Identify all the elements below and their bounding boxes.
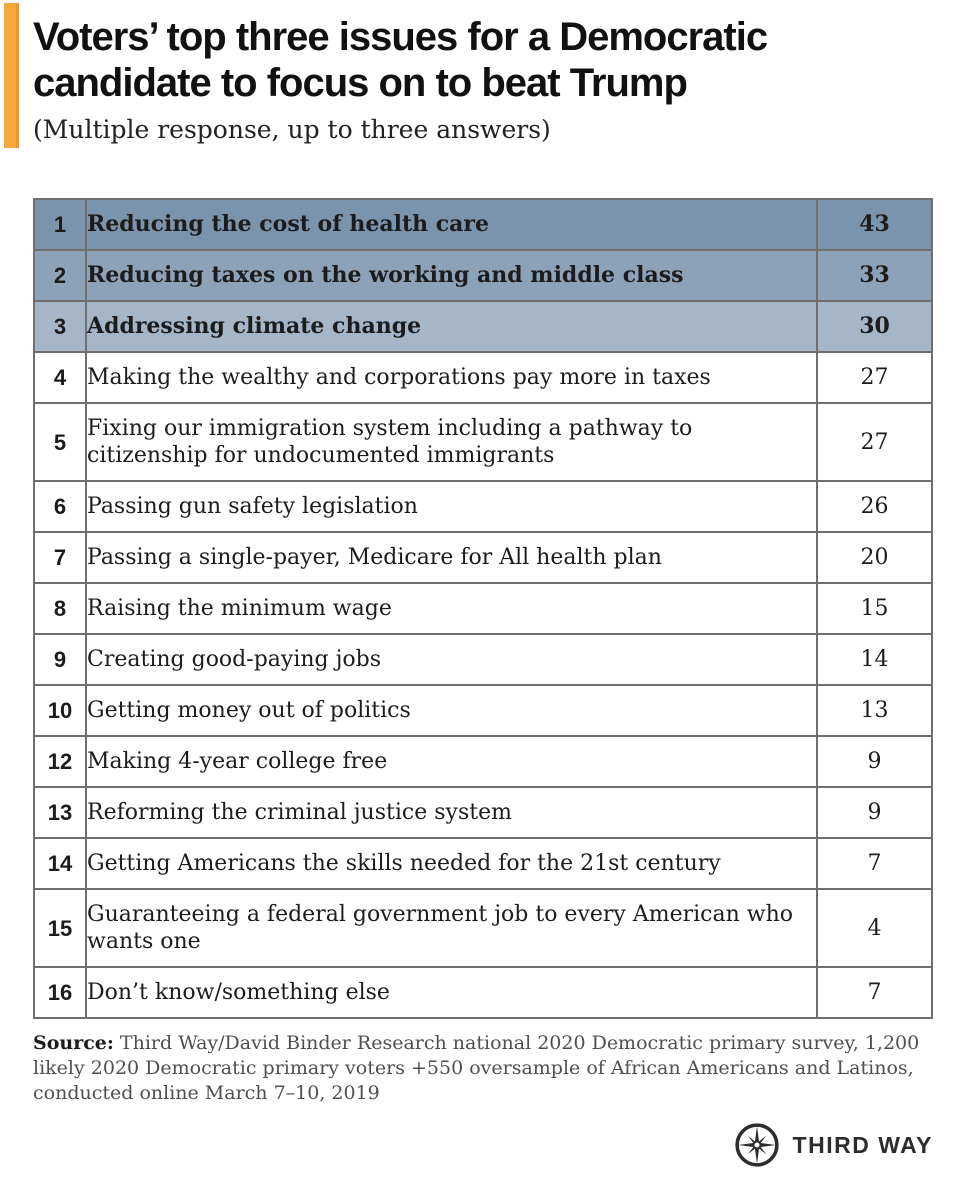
table-row: 6 Passing gun safety legislation 26 [33,480,933,533]
value-cell: 7 [816,837,933,890]
table-row: 15 Guaranteeing a federal government job … [33,888,933,968]
table-row: 2 Reducing taxes on the working and middl… [33,249,933,302]
rank-cell: 1 [33,198,87,251]
issue-cell: Getting money out of politics [85,684,818,737]
issue-cell: Creating good-paying jobs [85,633,818,686]
table-row: 1 Reducing the cost of health care 43 [33,198,933,251]
brand-footer: THIRD WAY [33,1122,933,1168]
value-cell: 4 [816,888,933,968]
source-note: Source: Third Way/David Binder Research … [33,1031,933,1106]
issue-cell: Passing a single-payer, Medicare for All… [85,531,818,584]
issue-cell: Reforming the criminal justice system [85,786,818,839]
table-row: 14 Getting Americans the skills needed fo… [33,837,933,890]
issue-cell: Getting Americans the skills needed for … [85,837,818,890]
value-cell: 9 [816,735,933,788]
rank-cell: 5 [33,402,87,482]
issues-table-body: 1 Reducing the cost of health care 43 2 Redu… [33,198,933,1019]
table-row: 3 Addressing climate change 30 [33,300,933,353]
rank-cell: 14 [33,837,87,890]
issue-cell: Making the wealthy and corporations pay … [85,351,818,404]
value-cell: 27 [816,402,933,482]
issues-table: 1 Reducing the cost of health care 43 2 Redu… [33,198,933,1019]
table-row: 16 Don’t know/something else 7 [33,966,933,1019]
issue-cell: Fixing our immigration system including … [85,402,818,482]
value-cell: 13 [816,684,933,737]
issue-cell: Making 4-year college free [85,735,818,788]
rank-cell: 9 [33,633,87,686]
rank-cell: 13 [33,786,87,839]
value-cell: 7 [816,966,933,1019]
table-row: 4 Making the wealthy and corporations pay… [33,351,933,404]
page-title: Voters’ top three issues for a Democrati… [33,15,768,105]
table-row: 7 Passing a single-payer, Medicare for Al… [33,531,933,584]
page-subtitle: (Multiple response, up to three answers) [33,115,551,144]
value-cell: 33 [816,249,933,302]
source-label: Source: [33,1032,114,1054]
compass-star-icon [734,1123,779,1167]
table-row: 8 Raising the minimum wage 15 [33,582,933,635]
value-cell: 26 [816,480,933,533]
rank-cell: 15 [33,888,87,968]
issue-cell: Passing gun safety legislation [85,480,818,533]
issue-cell: Addressing climate change [85,300,818,353]
value-cell: 43 [816,198,933,251]
header: Voters’ top three issues for a Democrati… [33,14,933,144]
value-cell: 20 [816,531,933,584]
issue-cell: Reducing the cost of health care [85,198,818,251]
table-row: 10 Getting money out of politics 13 [33,684,933,737]
value-cell: 15 [816,582,933,635]
table-row: 5 Fixing our immigration system including… [33,402,933,482]
table-row: 12 Making 4-year college free 9 [33,735,933,788]
rank-cell: 10 [33,684,87,737]
rank-cell: 4 [33,351,87,404]
issue-cell: Reducing taxes on the working and middle… [85,249,818,302]
rank-cell: 2 [33,249,87,302]
rank-cell: 16 [33,966,87,1019]
issue-cell: Don’t know/something else [85,966,818,1019]
rank-cell: 12 [33,735,87,788]
value-cell: 30 [816,300,933,353]
value-cell: 27 [816,351,933,404]
source-text: Third Way/David Binder Research national… [33,1032,920,1104]
table-row: 13 Reforming the criminal justice system 9 [33,786,933,839]
rank-cell: 8 [33,582,87,635]
rank-cell: 6 [33,480,87,533]
issue-cell: Raising the minimum wage [85,582,818,635]
rank-cell: 7 [33,531,87,584]
brand-name: THIRD WAY [792,1131,933,1158]
accent-bar [4,3,19,148]
rank-cell: 3 [33,300,87,353]
value-cell: 9 [816,786,933,839]
table-row: 9 Creating good-paying jobs 14 [33,633,933,686]
value-cell: 14 [816,633,933,686]
issue-cell: Guaranteeing a federal government job to… [85,888,818,968]
